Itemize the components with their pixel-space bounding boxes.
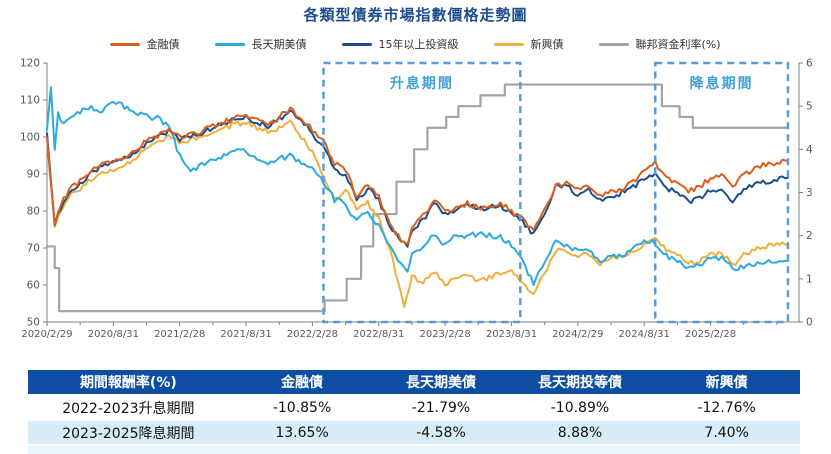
- axis-label: 100: [20, 132, 40, 144]
- legend-line-swatch: [342, 42, 373, 46]
- axis-label: 50: [27, 317, 40, 329]
- table-row: 2023-2025降息期間 13.65% -4.58% 8.88% 7.40%: [28, 419, 800, 444]
- axis-label: 5: [806, 101, 813, 113]
- axis-label: 0: [806, 317, 813, 329]
- legend-line-swatch: [110, 42, 141, 46]
- series-line-3: [46, 109, 789, 248]
- header-cell: 新興債: [653, 368, 800, 395]
- annotation-box-1: [653, 61, 790, 324]
- axis-label: 2024/8/31: [619, 329, 670, 340]
- table-cell: -10.85%: [228, 394, 376, 420]
- annotation-label-1: 降息期間: [690, 75, 754, 92]
- legend-item-0: 金融債: [110, 36, 179, 52]
- legend-item-1: 長天期美債: [215, 36, 306, 52]
- axis-label: 1: [806, 273, 813, 285]
- axis-label: 2023/8/31: [486, 329, 537, 340]
- series-line-4: [46, 106, 789, 246]
- table-cell: 13.65%: [228, 419, 376, 444]
- axis-label: 80: [27, 206, 40, 218]
- axis-label: 2020/2/29: [21, 329, 72, 340]
- legend-item-2: 15年以上投資級: [342, 36, 458, 52]
- period-returns-table: 期間報酬率(%) 金融債 長天期美債 長天期投等債 新興債 2022-2023升息期間 -…: [28, 368, 800, 444]
- header-cell: 長天期美債: [375, 368, 507, 395]
- table-cell: -21.79%: [375, 394, 507, 420]
- legend-label: 新興債: [530, 38, 564, 51]
- table-cell: -10.89%: [506, 394, 654, 420]
- axis-label: 6: [806, 58, 813, 70]
- legend-label: 15年以上投資級: [378, 38, 459, 51]
- header-cell: 長天期投等債: [506, 368, 654, 395]
- table-cell: -12.76%: [653, 394, 800, 420]
- table-row: 2022-2023升息期間 -10.85% -21.79% -10.89% -12.76…: [28, 394, 800, 420]
- axis-label: 3: [806, 187, 813, 199]
- returns-table-body: 2022-2023升息期間 -10.85% -21.79% -10.89% -12.76…: [28, 394, 800, 444]
- legend-label: 金融債: [146, 38, 180, 51]
- axis-label: 2022/8/31: [353, 329, 404, 340]
- axis-label: 110: [20, 95, 40, 107]
- returns-table-wrap: 期間報酬率(%) 金融債 長天期美債 長天期投等債 新興債 2022-2023升息期間 -…: [28, 368, 800, 454]
- header-cell: 金融債: [228, 368, 376, 395]
- table-cell: 2022-2023升息期間: [28, 394, 229, 420]
- axis-label: 90: [27, 169, 40, 181]
- chart-title: 各類型債券市場指數價格走勢圖: [303, 6, 528, 24]
- table-footer-strip: [28, 446, 800, 454]
- returns-table-header: 期間報酬率(%) 金融債 長天期美債 長天期投等債 新興債: [28, 368, 800, 395]
- legend-item-4: 聯邦資金利率(%): [599, 36, 721, 52]
- axis-label: 2025/2/28: [685, 329, 736, 340]
- axis-label: 2021/8/31: [220, 329, 271, 340]
- axis-label: 70: [27, 243, 40, 255]
- annotation-box-0: [322, 61, 522, 324]
- legend-item-3: 新興債: [494, 36, 563, 52]
- legend-line-swatch: [494, 42, 525, 46]
- axis-label: 4: [806, 144, 813, 156]
- axis-label: 2021/2/28: [154, 329, 205, 340]
- table-cell: -4.58%: [375, 419, 507, 444]
- legend-line-swatch: [215, 42, 246, 46]
- legend-label: 長天期美債: [251, 38, 307, 51]
- table-cell: 2023-2025降息期間: [28, 419, 229, 444]
- table-cell: 7.40%: [653, 419, 800, 444]
- table-cell: 8.88%: [506, 419, 654, 444]
- axis-label: 60: [27, 280, 40, 292]
- legend-label: 聯邦資金利率(%): [635, 38, 721, 51]
- series-line-1: [46, 119, 789, 308]
- axis-label: 2: [806, 230, 813, 242]
- axis-label: 120: [20, 58, 40, 70]
- axis-label: 2020/8/31: [88, 329, 139, 340]
- axis-label: 2022/2/28: [287, 329, 338, 340]
- chart-legend: 金融債 長天期美債 15年以上投資級 新興債 聯邦資金利率(%): [0, 36, 831, 52]
- table-header-row: 期間報酬率(%) 金融債 長天期美債 長天期投等債 新興債: [28, 368, 800, 395]
- header-cell: 期間報酬率(%): [28, 368, 229, 395]
- annotation-label-0: 升息期間: [390, 75, 454, 92]
- axis-label: 2024/2/29: [552, 329, 603, 340]
- series-line-0: [45, 83, 790, 313]
- series-line-2: [46, 86, 789, 286]
- legend-line-swatch: [599, 42, 630, 46]
- axis-label: 2023/2/28: [419, 329, 470, 340]
- price-trend-chart: 50 60 70 80 90 100 110 120 0 1 2 3 4 5 6 2020/2/29 2020/…: [20, 58, 813, 341]
